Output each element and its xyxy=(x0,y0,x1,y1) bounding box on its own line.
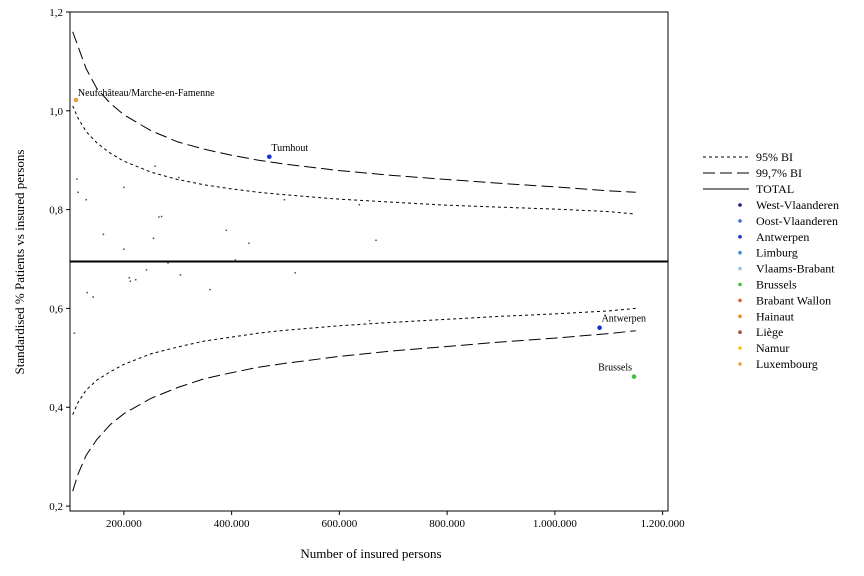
x-tick-label: 1.200.000 xyxy=(641,518,686,530)
data-point xyxy=(85,198,88,201)
ci997-lower-line xyxy=(72,330,636,492)
data-point xyxy=(234,259,237,261)
legend-label: Limburg xyxy=(756,246,798,260)
data-point xyxy=(160,215,163,218)
data-point xyxy=(76,178,78,180)
legend-marker xyxy=(738,330,742,335)
legend-marker xyxy=(738,219,742,223)
legend-marker xyxy=(738,314,742,319)
point-annotation: Antwerpen xyxy=(602,314,646,325)
data-point xyxy=(267,154,272,160)
legend-marker xyxy=(738,346,742,350)
data-point xyxy=(358,203,361,206)
legend-label: Oost-Vlaanderen xyxy=(756,214,838,228)
data-point xyxy=(154,165,157,168)
legend-marker xyxy=(738,362,742,366)
y-tick-label: 1,2 xyxy=(49,7,63,19)
data-point xyxy=(177,176,180,179)
legend-marker xyxy=(738,235,742,239)
legend-label: West-Vlaanderen xyxy=(756,198,839,212)
legend-label: 95% BI xyxy=(756,150,793,164)
data-point xyxy=(134,278,137,281)
data-point xyxy=(179,273,182,276)
ci95-lower-line xyxy=(72,307,636,415)
data-point xyxy=(122,186,125,189)
data-point xyxy=(102,233,105,236)
ci95-upper-line xyxy=(72,105,636,215)
data-point xyxy=(157,216,160,218)
legend-label: Brabant Wallon xyxy=(756,293,831,307)
data-point xyxy=(73,97,79,103)
data-point xyxy=(368,319,371,322)
legend-label: Vlaams-Brabant xyxy=(756,262,835,276)
data-point xyxy=(225,229,228,232)
data-point xyxy=(294,271,297,274)
legend-marker xyxy=(738,266,742,271)
legend-label: Antwerpen xyxy=(756,230,809,244)
x-axis-title: Number of insured persons xyxy=(300,546,441,561)
legend-label: 99,7% BI xyxy=(756,166,802,180)
data-point xyxy=(597,325,602,331)
data-point xyxy=(209,288,211,291)
data-point xyxy=(375,239,377,242)
legend-label: Namur xyxy=(756,341,789,355)
data-point xyxy=(122,248,125,251)
legend-label: Luxembourg xyxy=(756,357,818,371)
point-annotation: Neufchâteau/Marche-en-Famenne xyxy=(78,88,215,99)
legend-marker xyxy=(738,282,742,287)
x-tick-label: 600.000 xyxy=(321,518,357,530)
data-point xyxy=(73,332,76,335)
data-point xyxy=(92,296,95,298)
legend-label: Brussels xyxy=(756,278,797,292)
data-point xyxy=(247,242,250,245)
legend-marker xyxy=(738,298,742,303)
x-tick-label: 400.000 xyxy=(214,518,250,530)
data-point xyxy=(152,237,155,240)
data-point xyxy=(128,276,131,279)
legend-marker xyxy=(738,250,742,255)
y-tick-label: 0,6 xyxy=(49,303,63,315)
y-tick-label: 0,4 xyxy=(49,402,63,414)
legend-marker xyxy=(738,203,742,207)
point-annotation: Brussels xyxy=(598,363,632,374)
ci997-upper-line xyxy=(72,31,636,193)
legend: 95% BI 99,7% BI TOTAL West-Vlaanderen Oost-V… xyxy=(703,150,839,371)
data-point xyxy=(283,198,286,201)
legend-label: Liège xyxy=(756,325,783,339)
x-tick-label: 800.000 xyxy=(429,518,465,530)
data-point xyxy=(167,262,169,264)
data-point xyxy=(129,280,132,283)
y-tick-label: 0,2 xyxy=(49,501,63,513)
x-tick-label: 1.000.000 xyxy=(533,518,578,530)
data-point xyxy=(145,268,148,271)
x-tick-label: 200.000 xyxy=(106,518,142,530)
legend-label: Hainaut xyxy=(756,309,795,323)
legend-label: TOTAL xyxy=(756,182,794,196)
y-tick-label: 0,8 xyxy=(49,205,63,217)
point-annotation: Turnhout xyxy=(271,143,308,154)
data-point xyxy=(631,374,637,379)
y-tick-label: 1,0 xyxy=(49,106,63,118)
data-point xyxy=(86,291,89,294)
data-point xyxy=(77,191,79,194)
y-axis-title: Standardised % Patients vs insured perso… xyxy=(12,150,27,375)
